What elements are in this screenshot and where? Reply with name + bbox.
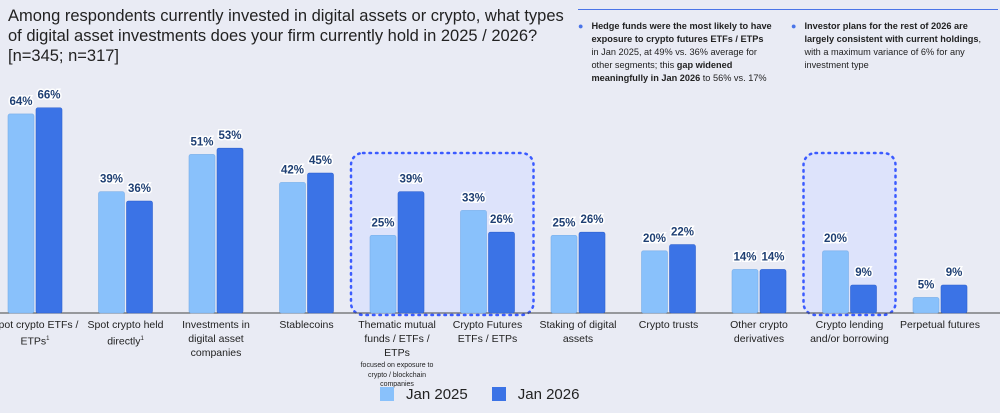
category-text: Perpetual futures <box>900 319 980 331</box>
bar-jan-2025 <box>188 154 216 314</box>
data-label: 14% <box>761 251 784 263</box>
category-text: Crypto Futures ETFs / ETPs <box>452 319 523 345</box>
data-label: 39% <box>399 174 422 186</box>
data-label: 26% <box>490 214 513 226</box>
category-text: Thematic mutual funds / ETFs / ETPs <box>358 319 436 359</box>
data-label: 9% <box>946 267 963 279</box>
data-label: 39% <box>100 174 123 186</box>
data-label: 42% <box>281 164 304 176</box>
chart-title: Among respondents currently invested in … <box>8 7 564 65</box>
category-text: Crypto trusts <box>638 319 699 331</box>
category-label: Crypto Futures ETFs / ETPs <box>442 318 534 346</box>
data-label: 33% <box>462 192 485 204</box>
category-label: Crypto trusts <box>623 318 715 332</box>
legend-swatch <box>491 387 506 401</box>
data-label: 45% <box>309 155 332 167</box>
category-text: Other crypto derivatives <box>730 319 788 345</box>
data-label: 66% <box>37 90 60 102</box>
data-label: 22% <box>671 227 694 239</box>
bar-jan-2026 <box>669 244 696 314</box>
note-text: Investor plans for the rest of 2026 are … <box>804 21 982 70</box>
bar-jan-2025 <box>822 250 849 314</box>
bar-jan-2025 <box>369 234 397 314</box>
data-label: 5% <box>918 279 935 291</box>
note-text: Hedge funds were the most likely to have… <box>591 21 772 83</box>
category-label: Stablecoins <box>261 318 353 332</box>
bar-jan-2026 <box>850 284 877 314</box>
category-label: Spot crypto ETFs / ETPs1 <box>0 318 81 349</box>
bar-jan-2026 <box>126 200 153 314</box>
data-label: 25% <box>371 217 394 229</box>
category-text: Crypto lending and/or borrowing <box>810 319 889 345</box>
legend-label: Jan 2025 <box>406 386 468 403</box>
category-label: Staking of digital assets <box>532 318 624 346</box>
category-label: Crypto lending and/or borrowing <box>804 318 896 346</box>
legend-item-jan-2025: Jan 2025 <box>380 386 468 403</box>
bar-jan-2026 <box>940 284 968 314</box>
category-label: Spot crypto held directly1 <box>80 318 172 349</box>
bar-jan-2026 <box>578 231 606 314</box>
category-text: Spot crypto ETFs / ETPs <box>0 319 79 348</box>
legend: Jan 2025 Jan 2026 <box>380 386 579 403</box>
data-label: 64% <box>9 96 32 108</box>
bar-jan-2026 <box>488 231 515 314</box>
bar-jan-2025 <box>98 191 125 314</box>
category-label: Perpetual futures <box>894 318 986 332</box>
category-label: Investments in digital asset companies <box>170 318 262 360</box>
category-label: Other crypto derivatives <box>713 318 805 346</box>
category-text: Investments in digital asset companies <box>182 319 250 359</box>
highlight-box <box>802 151 897 317</box>
bar-jan-2026 <box>397 191 425 314</box>
footnote-marker: 1 <box>140 336 144 342</box>
data-label: 36% <box>128 183 151 195</box>
data-label: 25% <box>552 217 575 229</box>
bar-jan-2025 <box>731 269 759 314</box>
bar-jan-2026 <box>216 147 244 314</box>
notes-panel: ● Hedge funds were the most likely to hav… <box>578 9 998 85</box>
data-label: 20% <box>643 233 666 245</box>
category-text: Staking of digital assets <box>539 319 617 345</box>
bar-jan-2025 <box>912 297 940 314</box>
legend-label: Jan 2026 <box>517 386 580 403</box>
bar-jan-2025 <box>641 250 668 314</box>
data-label: 51% <box>190 136 213 148</box>
bar-jan-2025 <box>550 234 578 314</box>
bullet-icon: ● <box>578 21 584 31</box>
highlight-box <box>349 151 535 317</box>
category-text: Spot crypto held directly <box>87 319 164 348</box>
data-label: 9% <box>855 267 872 279</box>
bar-jan-2025 <box>7 113 35 314</box>
data-label: 53% <box>218 130 241 142</box>
category-subtext: focused on exposure to crypto / blockcha… <box>360 362 434 388</box>
bar-jan-2025 <box>279 182 306 314</box>
data-label: 14% <box>733 251 756 263</box>
note-2: ● Investor plans for the rest of 2026 are… <box>791 20 986 85</box>
bullet-icon: ● <box>791 21 797 31</box>
legend-swatch <box>380 387 394 401</box>
footnote-marker: 1 <box>46 336 50 342</box>
note-1: ● Hedge funds were the most likely to hav… <box>578 20 773 85</box>
legend-item-jan-2026: Jan 2026 <box>491 386 580 403</box>
bar-jan-2026 <box>35 107 63 314</box>
bar-jan-2026 <box>759 269 787 314</box>
bar-jan-2025 <box>460 210 487 314</box>
category-text: Stablecoins <box>279 319 334 331</box>
category-label: Thematic mutual funds / ETFs / ETPs focus… <box>351 318 443 390</box>
data-label: 26% <box>580 214 603 226</box>
bar-jan-2026 <box>307 172 334 314</box>
data-label: 20% <box>824 233 847 245</box>
